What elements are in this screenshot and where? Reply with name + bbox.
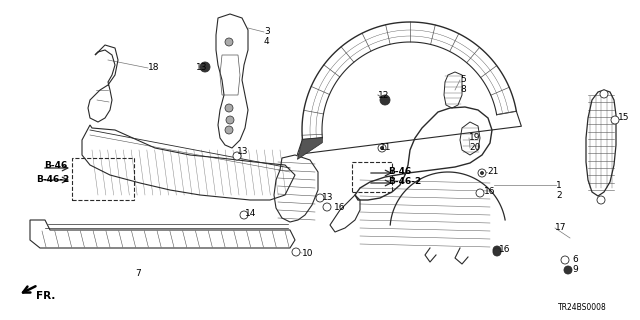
Text: 3: 3: [264, 28, 269, 36]
Text: B-46-2: B-46-2: [388, 178, 421, 187]
Circle shape: [561, 256, 569, 264]
Text: 12: 12: [378, 91, 389, 100]
Text: B-46: B-46: [388, 167, 412, 177]
Text: B-46-2: B-46-2: [36, 175, 69, 185]
Circle shape: [225, 126, 233, 134]
Circle shape: [225, 38, 233, 46]
Text: 9: 9: [572, 265, 578, 274]
Text: 16: 16: [499, 244, 511, 253]
Circle shape: [481, 172, 483, 174]
Text: 17: 17: [555, 223, 566, 233]
Text: 4: 4: [264, 37, 269, 46]
Text: 13: 13: [196, 63, 207, 73]
Text: 14: 14: [245, 209, 257, 218]
Text: 21: 21: [487, 167, 499, 177]
Circle shape: [476, 189, 484, 197]
Circle shape: [240, 211, 248, 219]
Circle shape: [323, 203, 331, 211]
Text: TR24BS0008: TR24BS0008: [558, 303, 607, 313]
Text: 10: 10: [302, 249, 314, 258]
Text: 11: 11: [380, 143, 392, 153]
Text: 2: 2: [556, 190, 562, 199]
Text: 13: 13: [322, 194, 333, 203]
Circle shape: [316, 194, 324, 202]
Circle shape: [225, 104, 233, 112]
Text: 13: 13: [237, 148, 248, 156]
Text: 15: 15: [618, 114, 630, 123]
Text: B-46: B-46: [44, 161, 67, 170]
Circle shape: [378, 144, 386, 152]
Circle shape: [381, 147, 383, 149]
Circle shape: [226, 116, 234, 124]
Circle shape: [493, 246, 501, 254]
Circle shape: [380, 95, 390, 105]
Circle shape: [292, 248, 300, 256]
Text: 20: 20: [469, 143, 481, 153]
Text: 8: 8: [460, 85, 466, 94]
Circle shape: [597, 196, 605, 204]
Circle shape: [611, 116, 619, 124]
Text: 7: 7: [135, 269, 141, 278]
Text: 19: 19: [469, 133, 481, 142]
Circle shape: [564, 266, 572, 274]
Polygon shape: [298, 138, 323, 159]
Text: 5: 5: [460, 76, 466, 84]
Circle shape: [478, 169, 486, 177]
Text: 1: 1: [556, 180, 562, 189]
Circle shape: [233, 152, 241, 160]
Circle shape: [200, 62, 210, 72]
Text: 18: 18: [148, 63, 159, 73]
Text: 6: 6: [572, 254, 578, 263]
Text: 16: 16: [334, 203, 346, 212]
Circle shape: [493, 248, 501, 256]
Text: 16: 16: [484, 188, 495, 196]
Text: FR.: FR.: [36, 291, 56, 301]
Circle shape: [600, 90, 608, 98]
